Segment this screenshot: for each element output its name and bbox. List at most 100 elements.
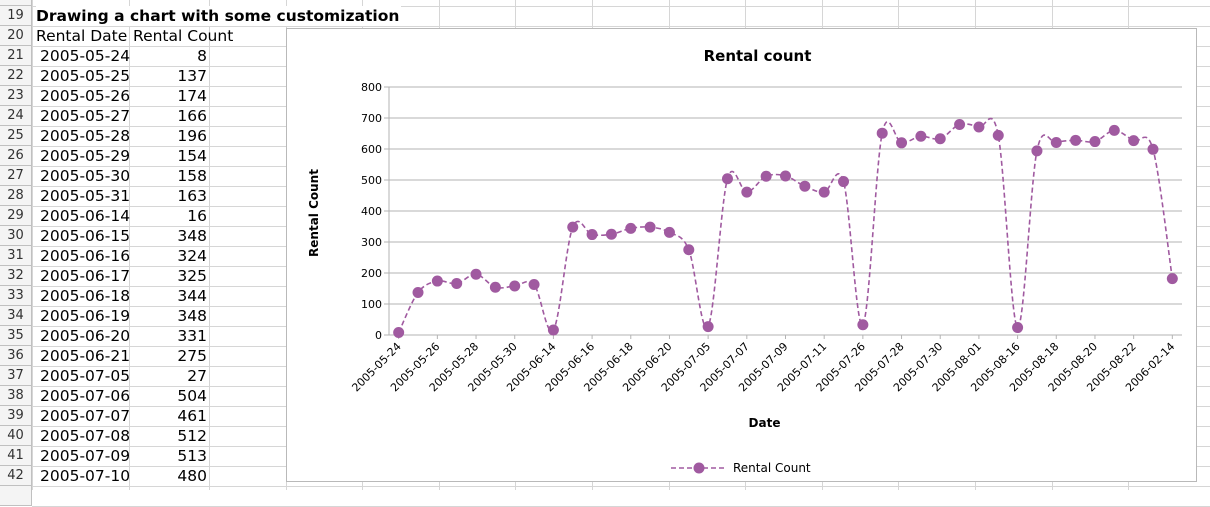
- rental-date-cell[interactable]: 2005-05-26: [40, 87, 131, 105]
- rental-date-cell[interactable]: 2005-06-16: [40, 247, 131, 265]
- data-point: [954, 119, 966, 131]
- y-tick-label: 800: [361, 81, 382, 94]
- legend-label: Rental Count: [733, 461, 811, 475]
- row-header[interactable]: 42: [0, 466, 32, 486]
- rental-count-cell[interactable]: 331: [177, 327, 207, 345]
- rental-date-cell[interactable]: 2005-07-09: [40, 447, 131, 465]
- rental-count-cell[interactable]: 348: [177, 307, 207, 325]
- row-header[interactable]: 27: [0, 166, 32, 186]
- rental-count-cell[interactable]: 461: [177, 407, 207, 425]
- data-point: [528, 278, 540, 290]
- rental-count-cell[interactable]: 325: [177, 267, 207, 285]
- data-point: [509, 280, 521, 292]
- rental-date-cell[interactable]: 2005-07-05: [40, 367, 131, 385]
- rental-count-cell[interactable]: 158: [177, 167, 207, 185]
- rental-count-cell[interactable]: 154: [177, 147, 207, 165]
- data-point: [567, 221, 579, 233]
- rental-count-cell[interactable]: 512: [177, 427, 207, 445]
- rental-date-cell[interactable]: 2005-06-15: [40, 227, 131, 245]
- rental-date-cell[interactable]: 2005-05-25: [40, 67, 131, 85]
- row-header[interactable]: 23: [0, 86, 32, 106]
- header-rental-date[interactable]: Rental Date: [36, 27, 128, 45]
- rental-date-cell[interactable]: 2005-07-10: [40, 467, 131, 485]
- data-point: [992, 129, 1004, 141]
- rental-count-cell[interactable]: 27: [187, 367, 207, 385]
- rental-date-cell[interactable]: 2005-06-17: [40, 267, 131, 285]
- rental-date-cell[interactable]: 2005-07-08: [40, 427, 131, 445]
- row-header[interactable]: 25: [0, 126, 32, 146]
- sheet-title-cell[interactable]: Drawing a chart with some customization: [36, 6, 402, 26]
- rental-count-cell[interactable]: 480: [177, 467, 207, 485]
- rental-count-cell[interactable]: 348: [177, 227, 207, 245]
- data-point: [818, 186, 830, 198]
- row-header[interactable]: 22: [0, 66, 32, 86]
- row-header[interactable]: 28: [0, 186, 32, 206]
- rental-count-cell[interactable]: 513: [177, 447, 207, 465]
- rental-count-cell[interactable]: 8: [197, 47, 207, 65]
- row-header[interactable]: 21: [0, 46, 32, 66]
- row-header[interactable]: [0, 0, 32, 6]
- row-header[interactable]: 30: [0, 226, 32, 246]
- rental-count-cell[interactable]: 137: [177, 67, 207, 85]
- data-point: [663, 226, 675, 238]
- row-gridline: [32, 486, 1210, 487]
- row-header[interactable]: 36: [0, 346, 32, 366]
- data-point: [470, 268, 482, 280]
- chart-object[interactable]: Rental count 0 100 200 300 400 500 600 700 800 200…: [286, 28, 1197, 482]
- row-header[interactable]: 35: [0, 326, 32, 346]
- column-gridline: [129, 0, 130, 490]
- rental-date-cell[interactable]: 2005-06-19: [40, 307, 131, 325]
- data-point: [393, 327, 405, 339]
- data-point: [586, 229, 598, 241]
- row-header[interactable]: 32: [0, 266, 32, 286]
- rental-date-cell[interactable]: 2005-07-06: [40, 387, 131, 405]
- rental-date-cell[interactable]: 2005-07-07: [40, 407, 131, 425]
- data-point: [838, 176, 850, 188]
- row-header[interactable]: 20: [0, 26, 32, 46]
- rental-date-cell[interactable]: 2005-06-18: [40, 287, 131, 305]
- rental-date-cell[interactable]: 2005-05-31: [40, 187, 131, 205]
- rental-date-cell[interactable]: 2005-06-20: [40, 327, 131, 345]
- rental-count-cell[interactable]: 163: [177, 187, 207, 205]
- row-header[interactable]: 34: [0, 306, 32, 326]
- row-header[interactable]: 31: [0, 246, 32, 266]
- rental-count-cell[interactable]: 324: [177, 247, 207, 265]
- rental-date-cell[interactable]: 2005-06-21: [40, 347, 131, 365]
- row-header[interactable]: 37: [0, 366, 32, 386]
- rental-date-cell[interactable]: 2005-05-28: [40, 127, 131, 145]
- rental-count-cell[interactable]: 16: [187, 207, 207, 225]
- row-header[interactable]: [0, 486, 32, 506]
- row-header[interactable]: 40: [0, 426, 32, 446]
- row-header[interactable]: 33: [0, 286, 32, 306]
- row-header[interactable]: 41: [0, 446, 32, 466]
- rental-count-cell[interactable]: 275: [177, 347, 207, 365]
- y-tick-label: 700: [361, 112, 382, 125]
- row-header[interactable]: 19: [0, 6, 32, 26]
- y-tick-label: 300: [361, 236, 382, 249]
- row-header[interactable]: 39: [0, 406, 32, 426]
- rental-count-cell[interactable]: 166: [177, 107, 207, 125]
- data-point: [934, 133, 946, 145]
- row-header[interactable]: 26: [0, 146, 32, 166]
- y-axis-label: Rental Count: [307, 169, 321, 257]
- row-header[interactable]: 38: [0, 386, 32, 406]
- header-rental-count[interactable]: Rental Count: [133, 27, 234, 45]
- row-header[interactable]: 24: [0, 106, 32, 126]
- rental-count-cell[interactable]: 504: [177, 387, 207, 405]
- rental-count-cell[interactable]: 174: [177, 87, 207, 105]
- row-header[interactable]: 29: [0, 206, 32, 226]
- data-point: [625, 222, 637, 234]
- rental-date-cell[interactable]: 2005-05-24: [40, 47, 131, 65]
- rental-date-cell[interactable]: 2005-06-14: [40, 207, 131, 225]
- rental-date-cell[interactable]: 2005-05-27: [40, 107, 131, 125]
- data-point: [547, 324, 559, 336]
- data-point: [431, 275, 443, 287]
- rental-date-cell[interactable]: 2005-05-30: [40, 167, 131, 185]
- data-point: [915, 130, 927, 142]
- rental-count-cell[interactable]: 344: [177, 287, 207, 305]
- data-point: [741, 186, 753, 198]
- column-gridline: [209, 0, 210, 490]
- y-tick-label: 0: [375, 329, 382, 342]
- rental-count-cell[interactable]: 196: [177, 127, 207, 145]
- rental-date-cell[interactable]: 2005-05-29: [40, 147, 131, 165]
